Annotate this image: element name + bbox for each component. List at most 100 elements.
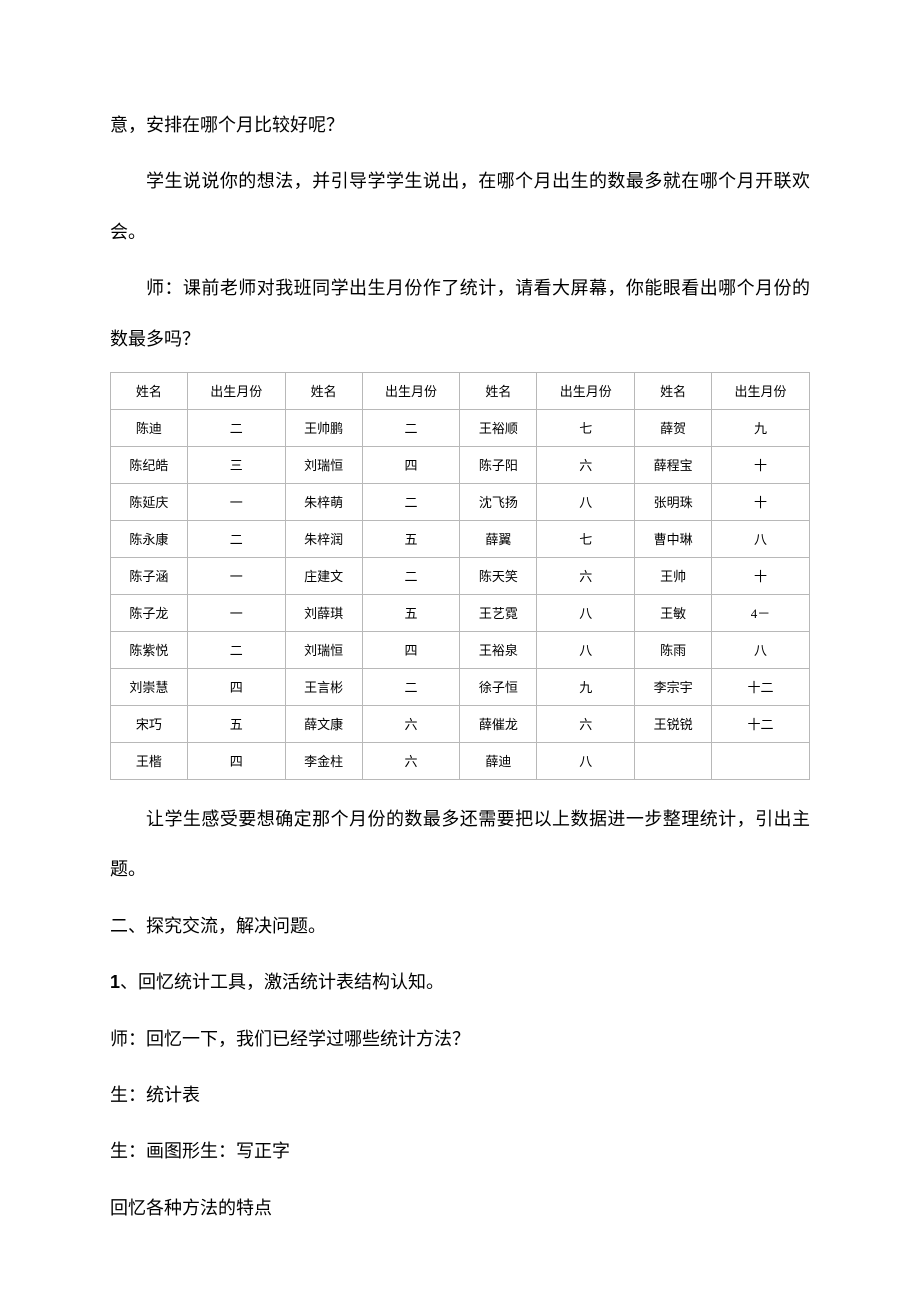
table-cell: 七 (537, 520, 635, 557)
table-cell: 十二 (712, 668, 810, 705)
table-cell: 刘瑞恒 (285, 631, 362, 668)
table-cell: 七 (537, 409, 635, 446)
birth-month-table: 姓名 出生月份 姓名 出生月份 姓名 出生月份 姓名 出生月份 陈迪二王帅鹏二王… (110, 372, 810, 780)
paragraph-5: 二、探究交流，解决问题。 (110, 901, 810, 951)
table-row: 王楷四李金柱六薛迪八 (111, 742, 810, 779)
table-cell: 陈子龙 (111, 594, 188, 631)
table-cell: 九 (537, 668, 635, 705)
table-cell: 张明珠 (635, 483, 712, 520)
table-cell: 八 (712, 631, 810, 668)
table-cell: 朱梓润 (285, 520, 362, 557)
table-cell: 陈永康 (111, 520, 188, 557)
table-cell: 徐子恒 (460, 668, 537, 705)
table-row: 陈迪二王帅鹏二王裕顺七薛贺九 (111, 409, 810, 446)
table-cell: 宋巧 (111, 705, 188, 742)
th-name-1: 姓名 (111, 372, 188, 409)
table-cell: 陈紫悦 (111, 631, 188, 668)
table-cell: 庄建文 (285, 557, 362, 594)
table-cell: 二 (362, 409, 460, 446)
item-number-1: 1 (110, 972, 120, 992)
th-month-3: 出生月份 (537, 372, 635, 409)
table-cell: 陈子涵 (111, 557, 188, 594)
table-cell: 八 (537, 483, 635, 520)
paragraph-2: 学生说说你的想法，并引导学学生说出，在哪个月出生的数最多就在哪个月开联欢会。 (110, 156, 810, 257)
table-cell: 四 (362, 631, 460, 668)
paragraph-7: 师：回忆一下，我们已经学过哪些统计方法？ (110, 1014, 810, 1064)
table-cell: 陈天笑 (460, 557, 537, 594)
table-cell: 十 (712, 557, 810, 594)
table-cell: 刘崇慧 (111, 668, 188, 705)
table-cell: 王裕泉 (460, 631, 537, 668)
table-cell: 曹中琳 (635, 520, 712, 557)
table-cell: 二 (187, 631, 285, 668)
paragraph-8: 生：统计表 (110, 1070, 810, 1120)
document-page: 意，安排在哪个月比较好呢？ 学生说说你的想法，并引导学学生说出，在哪个月出生的数… (0, 0, 920, 1303)
table-body: 陈迪二王帅鹏二王裕顺七薛贺九陈纪皓三刘瑞恒四陈子阳六薛程宝十陈延庆一朱梓萌二沈飞… (111, 409, 810, 779)
table-cell: 六 (537, 705, 635, 742)
th-name-4: 姓名 (635, 372, 712, 409)
table-cell: 一 (187, 557, 285, 594)
table-cell: 一 (187, 594, 285, 631)
th-name-2: 姓名 (285, 372, 362, 409)
paragraph-6: 1、回忆统计工具，激活统计表结构认知。 (110, 957, 810, 1007)
table-cell: 薛程宝 (635, 446, 712, 483)
table-cell: 李金柱 (285, 742, 362, 779)
th-month-2: 出生月份 (362, 372, 460, 409)
th-month-1: 出生月份 (187, 372, 285, 409)
table-cell: 4－ (712, 594, 810, 631)
table-cell: 十 (712, 446, 810, 483)
paragraph-4: 让学生感受要想确定那个月份的数最多还需要把以上数据进一步整理统计，引出主题。 (110, 794, 810, 895)
table-cell: 薛翼 (460, 520, 537, 557)
table-cell: 王楷 (111, 742, 188, 779)
table-cell: 四 (187, 668, 285, 705)
paragraph-3: 师：课前老师对我班同学出生月份作了统计，请看大屏幕，你能眼看出哪个月份的数最多吗… (110, 263, 810, 364)
table-cell: 五 (362, 520, 460, 557)
th-month-4: 出生月份 (712, 372, 810, 409)
table-cell: 刘薛琪 (285, 594, 362, 631)
table-cell: 十 (712, 483, 810, 520)
table-cell: 陈迪 (111, 409, 188, 446)
table-cell: 薛文康 (285, 705, 362, 742)
table-row: 陈子龙一刘薛琪五王艺霓八王敏4－ (111, 594, 810, 631)
table-cell (635, 742, 712, 779)
table-cell: 王艺霓 (460, 594, 537, 631)
table-row: 陈子涵一庄建文二陈天笑六王帅十 (111, 557, 810, 594)
table-cell: 王言彬 (285, 668, 362, 705)
table-cell: 四 (362, 446, 460, 483)
table-cell: 王敏 (635, 594, 712, 631)
table-cell: 王帅 (635, 557, 712, 594)
table-cell: 五 (362, 594, 460, 631)
table-cell: 二 (362, 668, 460, 705)
table-cell: 二 (187, 520, 285, 557)
table-cell: 一 (187, 483, 285, 520)
table-cell: 四 (187, 742, 285, 779)
paragraph-10: 回忆各种方法的特点 (110, 1183, 810, 1233)
table-cell: 八 (537, 742, 635, 779)
table-cell: 王锐锐 (635, 705, 712, 742)
table-cell: 朱梓萌 (285, 483, 362, 520)
table-row: 陈延庆一朱梓萌二沈飞扬八张明珠十 (111, 483, 810, 520)
table-cell: 薛催龙 (460, 705, 537, 742)
table-cell: 六 (537, 557, 635, 594)
table-cell: 陈纪皓 (111, 446, 188, 483)
table-cell (712, 742, 810, 779)
table-cell: 陈延庆 (111, 483, 188, 520)
table-cell: 六 (362, 705, 460, 742)
table-cell: 九 (712, 409, 810, 446)
table-cell: 八 (712, 520, 810, 557)
table-cell: 刘瑞恒 (285, 446, 362, 483)
table-cell: 八 (537, 631, 635, 668)
table-cell: 李宗宇 (635, 668, 712, 705)
table-cell: 王裕顺 (460, 409, 537, 446)
item-text-1: 、回忆统计工具，激活统计表结构认知。 (120, 972, 444, 992)
table-cell: 六 (362, 742, 460, 779)
table-cell: 陈子阳 (460, 446, 537, 483)
table-row: 陈纪皓三刘瑞恒四陈子阳六薛程宝十 (111, 446, 810, 483)
table-cell: 沈飞扬 (460, 483, 537, 520)
table-cell: 六 (537, 446, 635, 483)
table-cell: 王帅鹏 (285, 409, 362, 446)
paragraph-9: 生：画图形生：写正字 (110, 1126, 810, 1176)
table-cell: 十二 (712, 705, 810, 742)
table-cell: 二 (362, 483, 460, 520)
table-cell: 二 (187, 409, 285, 446)
